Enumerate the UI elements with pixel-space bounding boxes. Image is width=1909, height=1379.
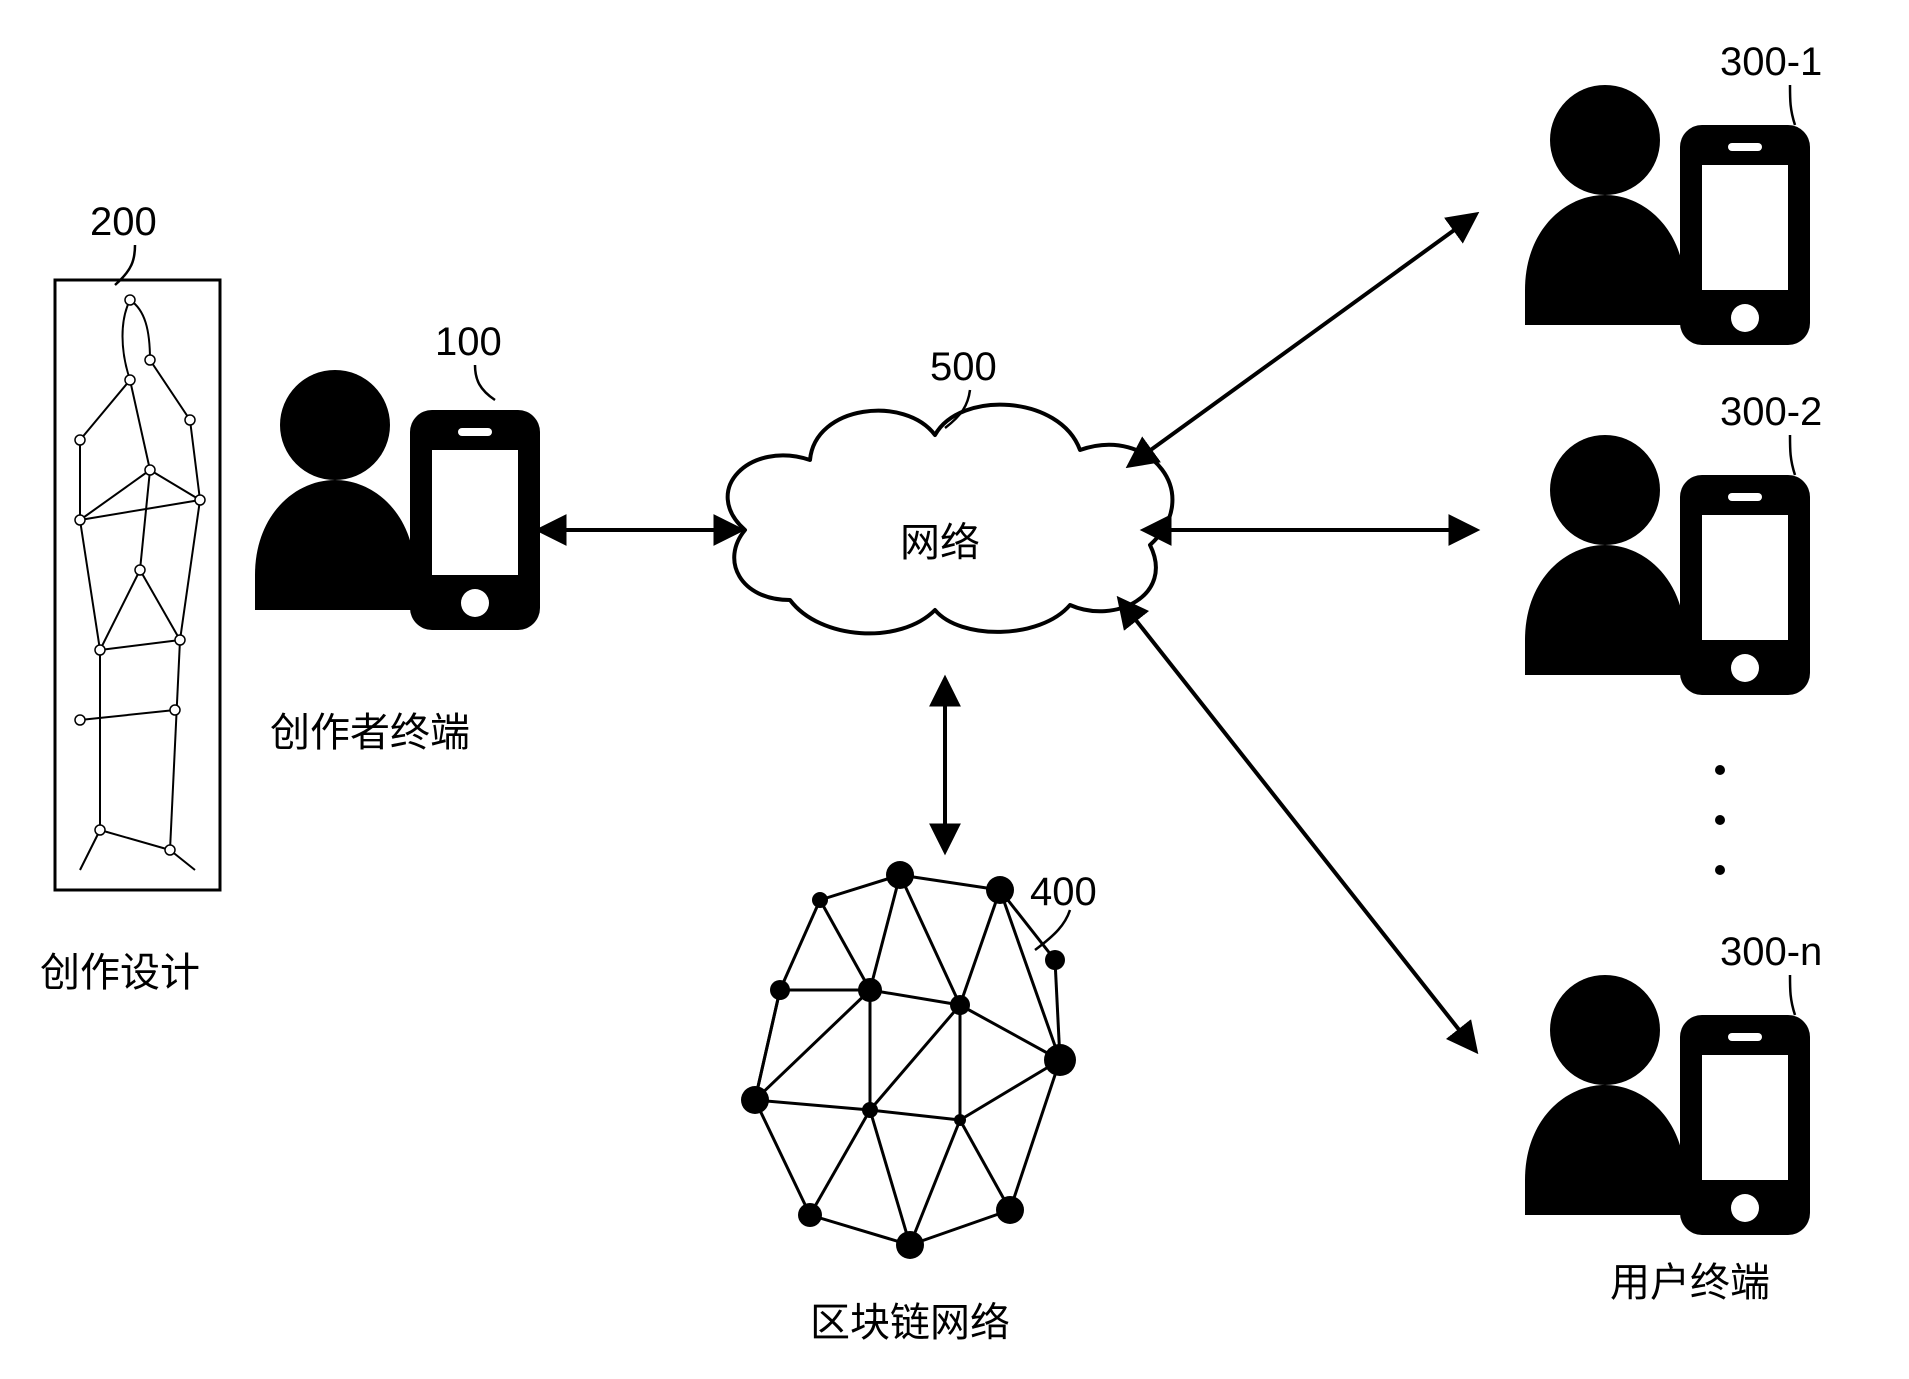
label-network: 网络 bbox=[900, 510, 980, 568]
leader-line bbox=[1790, 85, 1795, 125]
design-sketch bbox=[75, 295, 205, 870]
label-design: 创作设计 bbox=[40, 940, 200, 998]
num-400: 400 bbox=[1030, 870, 1097, 915]
num-300-2: 300-2 bbox=[1720, 390, 1822, 435]
creator-icon bbox=[255, 370, 540, 630]
leader-line bbox=[1035, 910, 1070, 950]
num-100: 100 bbox=[435, 320, 502, 365]
ellipsis-dot bbox=[1715, 765, 1725, 775]
connection-arrow bbox=[1120, 600, 1475, 1050]
num-300-n: 300-n bbox=[1720, 930, 1822, 975]
connection-arrow bbox=[1130, 215, 1475, 465]
num-500: 500 bbox=[930, 345, 997, 390]
label-user: 用户终端 bbox=[1610, 1250, 1770, 1308]
leader-line bbox=[475, 365, 495, 400]
leader-line bbox=[1790, 975, 1795, 1015]
num-200: 200 bbox=[90, 200, 157, 245]
label-blockchain: 区块链网络 bbox=[810, 1290, 1010, 1348]
label-creator: 创作者终端 bbox=[270, 700, 470, 758]
leader-line bbox=[1790, 435, 1795, 475]
user-icon-2 bbox=[1525, 435, 1810, 695]
diagram-canvas bbox=[0, 0, 1909, 1379]
num-300-1: 300-1 bbox=[1720, 40, 1822, 85]
ellipsis-dot bbox=[1715, 865, 1725, 875]
blockchain-mesh-icon bbox=[741, 861, 1076, 1259]
user-icon-n bbox=[1525, 975, 1810, 1235]
ellipsis-dot bbox=[1715, 815, 1725, 825]
user-icon-1 bbox=[1525, 85, 1810, 345]
design-box bbox=[55, 280, 220, 890]
